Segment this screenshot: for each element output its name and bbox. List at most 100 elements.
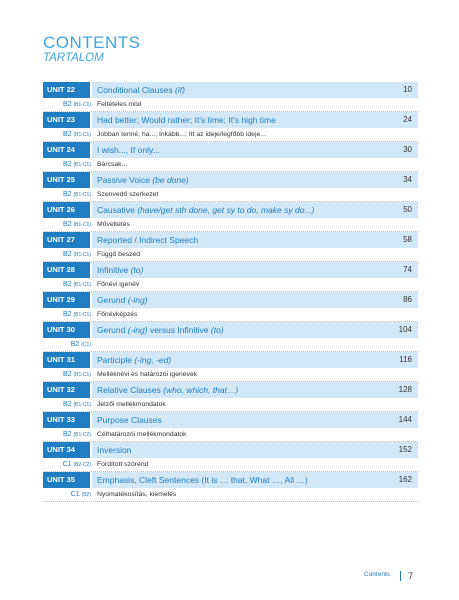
separator (43, 441, 418, 442)
title-part: I wish..., If only... (97, 145, 160, 155)
title-part: (to) (130, 265, 144, 275)
page-number: 58 (403, 235, 412, 244)
level-main: B2 (62, 311, 72, 318)
entry-title: Inversion 152 (92, 442, 418, 458)
entry-title: Participle (-ing, -ed) 116 (92, 352, 418, 368)
title-part: Gerund (97, 325, 126, 335)
entry-title: Causative (have/get sth done, get sy to … (92, 202, 418, 218)
title-part: Relative Clauses (97, 385, 161, 395)
page-number: 34 (403, 175, 412, 184)
separator (43, 321, 418, 322)
title-part: Gerund (97, 295, 126, 305)
page-number: 144 (398, 415, 412, 424)
separator (43, 351, 418, 352)
level-main: B2 (62, 251, 72, 258)
entry-title: Reported / Indirect Speech 58 (92, 232, 418, 248)
unit-label: UNIT 22 (43, 82, 90, 98)
level-range: (B2-C2) (73, 462, 91, 468)
page-number: 104 (398, 325, 412, 334)
title-part: (if) (174, 85, 185, 95)
unit-label: UNIT 25 (43, 172, 90, 188)
separator (43, 411, 418, 412)
title-part: (be done) (152, 175, 189, 185)
title-part: (-ing, -ed) (134, 355, 172, 365)
level: B2 (B1-C1) (43, 368, 91, 382)
entry-subtitle: Szenvedő szerkezet (97, 191, 159, 198)
unit-label: UNIT 32 (43, 382, 90, 398)
title-part: Purpose Clauses (97, 415, 162, 425)
level-range: (B1-C1) (73, 282, 91, 288)
contents-subtitle: TARTALOM (43, 52, 104, 64)
entry-title: I wish..., If only... 30 (92, 142, 418, 158)
title-part: Inversion (97, 445, 132, 455)
entry-subtitle: Függő beszéd (97, 251, 141, 258)
level-main: B2 (62, 431, 72, 438)
entry-subtitle: Műveltetés (97, 221, 130, 228)
entry-subtitle: Főnévi igenév (97, 281, 140, 288)
page-number: 128 (398, 385, 412, 394)
separator (43, 141, 418, 142)
page-number: 10 (403, 85, 412, 94)
level-main: B2 (62, 281, 72, 288)
entry-title: Gerund (-ing) versus Infinitive (to) 104 (92, 322, 418, 338)
entry-title: Passive Voice (be done) 34 (92, 172, 418, 188)
unit-label: UNIT 27 (43, 232, 90, 248)
level-main: B2 (62, 371, 72, 378)
entry-subtitle: Jelzői mellékmondatok (97, 401, 166, 408)
entry-subtitle: Melléknévi és határozói igenevek (97, 371, 198, 378)
separator (43, 231, 418, 232)
title-part: Passive Voice (97, 175, 150, 185)
entry-title: Purpose Clauses 144 (92, 412, 418, 428)
entry-subtitle: Jobban tenné, ha...; Inkább...; Itt az i… (97, 131, 266, 138)
level-range: (B1-C1) (73, 312, 91, 318)
level-range: (C1) (81, 342, 91, 348)
entry-subtitle: Fordított szórend (97, 461, 149, 468)
entry-title: Had better; Would rather; It's time; It'… (92, 112, 418, 128)
title-part: versus Infinitive (149, 325, 209, 335)
title-part: Participle (97, 355, 132, 365)
footer-divider (400, 571, 401, 581)
entry-subtitle: Főnévképzés (97, 311, 138, 318)
title-part: Conditional Clauses (97, 85, 173, 95)
page-number: 30 (403, 145, 412, 154)
level: B2 (B1-C2) (43, 428, 91, 442)
page-number: 50 (403, 205, 412, 214)
level: B2 (B1-C1) (43, 128, 91, 142)
level: B2 (B1-C1) (43, 98, 91, 112)
level-main: C1 (70, 491, 80, 498)
level: C1 (B2-C2) (43, 458, 91, 472)
unit-label: UNIT 31 (43, 352, 90, 368)
level-range: (B1-C1) (73, 372, 91, 378)
page-number: 116 (399, 355, 412, 364)
level-range: (B1-C1) (73, 252, 91, 258)
title-part: Infinitive (97, 265, 129, 275)
level: B2 (B1-C1) (43, 248, 91, 262)
page-number: 74 (403, 265, 412, 274)
page-number: 86 (403, 295, 412, 304)
level: C1 (B2) (43, 488, 91, 502)
title-part: Had better; Would rather; It's time; It'… (97, 115, 276, 125)
level-main: C1 (62, 461, 72, 468)
unit-label: UNIT 30 (43, 322, 90, 338)
entry-title: Conditional Clauses (if) 10 (92, 82, 418, 98)
page-number: 152 (398, 445, 412, 454)
contents-title: CONTENTS (43, 33, 141, 52)
level-range: (B1-C1) (73, 222, 91, 228)
unit-label: UNIT 35 (43, 472, 90, 488)
entry-title: Gerund (-ing) 86 (92, 292, 418, 308)
level-range: (B2) (81, 492, 91, 498)
title-part: Causative (97, 205, 135, 215)
separator (43, 291, 418, 292)
level-main: B2 (62, 191, 72, 198)
unit-label: UNIT 23 (43, 112, 90, 128)
level-main: B2 (70, 341, 80, 348)
page-number: 162 (398, 475, 412, 484)
level-main: B2 (62, 221, 72, 228)
entry-subtitle: Feltételes mód (97, 101, 142, 108)
title-part: (to) (210, 325, 224, 335)
title-part: (who, which, that…) (163, 385, 239, 395)
level: B2 (C1) (43, 338, 91, 352)
entry-title: Infinitive (to) 74 (92, 262, 418, 278)
separator (43, 501, 418, 502)
